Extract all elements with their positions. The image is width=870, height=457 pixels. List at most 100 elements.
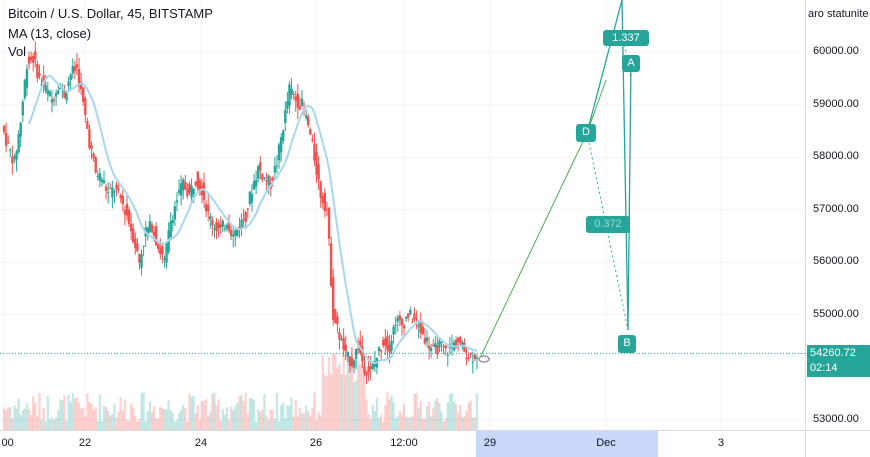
candle-body <box>2 125 6 133</box>
pattern-label-ratio-top[interactable]: 1.337 <box>603 30 649 46</box>
volume-bar <box>73 398 77 430</box>
volume-bar <box>179 409 183 430</box>
candle-body <box>317 164 320 180</box>
candle-body <box>457 337 460 342</box>
volume-bar <box>438 402 441 430</box>
candle-body <box>323 192 327 212</box>
candle-body <box>465 357 468 360</box>
candle-body <box>298 106 302 110</box>
candle-body <box>396 317 399 322</box>
volume-bar <box>38 393 41 430</box>
legend-ma[interactable]: MA (13, close) <box>8 26 92 41</box>
volume-bar <box>304 405 308 430</box>
candle-body <box>475 357 479 359</box>
candle-body <box>282 130 285 141</box>
volume-bar <box>88 402 91 430</box>
candle-body <box>223 228 227 230</box>
volume-bar <box>396 416 399 430</box>
candle-body <box>132 228 135 243</box>
volume-bar <box>144 421 147 430</box>
candle-body <box>107 192 110 194</box>
candle-body <box>127 209 131 225</box>
volume-bar <box>194 413 197 430</box>
volume-bar <box>398 411 402 430</box>
volume-bar <box>254 421 258 430</box>
candle-body <box>384 338 387 346</box>
time-tick-label: 12:00 <box>390 437 418 449</box>
candle-body <box>398 315 402 320</box>
volume-bar <box>292 416 295 430</box>
candle-body <box>434 343 437 348</box>
pattern-label-b[interactable]: B <box>618 335 636 353</box>
pattern-label-a[interactable]: A <box>622 55 640 72</box>
volume-bar <box>436 398 439 430</box>
candle-body <box>311 139 314 141</box>
candle-body <box>365 372 368 376</box>
candle-body <box>413 313 416 320</box>
legend-vol[interactable]: Vol <box>8 44 27 59</box>
volume-bar <box>163 409 166 430</box>
candle-body <box>263 177 266 179</box>
legend-title[interactable]: Bitcoin / U.S. Dollar, 45, BITSTAMP <box>8 6 213 21</box>
volume-bar <box>9 407 12 430</box>
volume-bar <box>86 393 89 430</box>
volume-bar <box>352 381 356 430</box>
volume-bar <box>265 415 268 430</box>
price-chart[interactable] <box>0 0 805 430</box>
volume-bar <box>232 409 235 430</box>
axis-corner <box>805 430 870 457</box>
time-tick-label: 24 <box>194 437 208 449</box>
volume-bar <box>298 407 302 430</box>
candle-body <box>152 231 156 236</box>
candle-body <box>352 360 356 368</box>
volume-bar <box>434 400 437 430</box>
candle-body <box>11 156 14 164</box>
candle-body <box>367 366 370 373</box>
volume-bar <box>142 392 145 430</box>
candle-body <box>382 340 385 346</box>
volume-bar <box>54 417 58 430</box>
countdown-label: 02:14 <box>807 360 870 377</box>
volume-bar <box>21 409 24 430</box>
volume-bar <box>382 421 385 430</box>
candle-body <box>15 151 18 161</box>
candle-body <box>27 56 31 64</box>
pattern-label-ratio-mid[interactable]: 0.372 <box>586 216 630 233</box>
volume-bar <box>29 414 33 430</box>
volume-bar <box>275 392 279 430</box>
candle-body <box>332 277 335 320</box>
candle-body <box>254 179 258 187</box>
candle-body <box>467 357 470 359</box>
candle-body <box>232 234 235 237</box>
volume-bar <box>417 407 420 430</box>
volume-bar <box>317 411 320 430</box>
candle-body <box>294 96 297 101</box>
candle-body <box>29 56 33 61</box>
candle-body <box>361 346 364 362</box>
candle-body <box>194 181 197 186</box>
candle-body <box>407 313 410 318</box>
volume-bar <box>148 401 152 430</box>
volume-bar <box>71 392 74 430</box>
volume-bar <box>459 404 462 430</box>
candle-body <box>34 51 37 59</box>
volume-bar <box>115 418 118 430</box>
candle-body <box>296 93 299 108</box>
candle-body <box>265 180 268 182</box>
time-axis[interactable]: 00 22 24 26 12:00 29 Dec 3 <box>0 430 805 457</box>
candle-body <box>313 143 316 161</box>
volume-bar <box>469 400 472 430</box>
volume-bar <box>98 394 102 430</box>
candle-body <box>427 345 431 349</box>
volume-bar <box>338 363 341 430</box>
volume-bar <box>167 400 170 430</box>
candle-body <box>250 193 254 203</box>
candle-body <box>325 209 329 211</box>
pattern-leg-ab <box>621 0 629 331</box>
volume-bar <box>290 397 293 430</box>
volume-bar <box>198 419 202 430</box>
candle-body <box>69 74 72 81</box>
volume-bar <box>432 407 435 430</box>
chart-area[interactable]: Bitcoin / U.S. Dollar, 45, BITSTAMP MA (… <box>0 0 805 430</box>
pattern-label-d[interactable]: D <box>576 124 596 142</box>
